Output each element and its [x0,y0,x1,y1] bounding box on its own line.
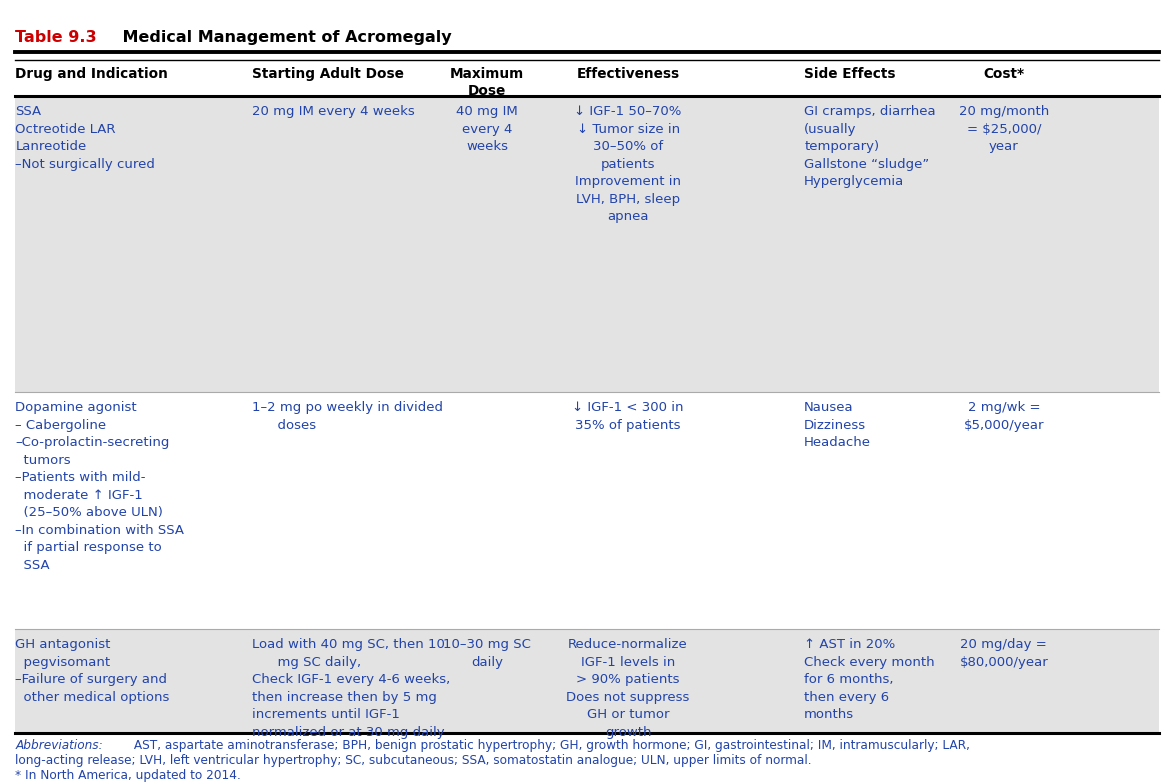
Text: Table 9.3: Table 9.3 [15,30,97,45]
Text: 10–30 mg SC
daily: 10–30 mg SC daily [444,638,531,669]
Bar [15,629,1159,733]
Text: 20 mg IM every 4 weeks: 20 mg IM every 4 weeks [252,105,416,118]
Text: GI cramps, diarrhea
(usually
temporary)
Gallstone “sludge”
Hyperglycemia: GI cramps, diarrhea (usually temporary) … [804,105,936,188]
Text: Medical Management of Acromegaly: Medical Management of Acromegaly [100,30,452,45]
Text: Reduce-normalize
IGF-1 levels in
> 90% patients
Does not suppress
GH or tumor
gr: Reduce-normalize IGF-1 levels in > 90% p… [566,638,690,739]
Bar [15,96,1159,392]
Text: Load with 40 mg SC, then 10
      mg SC daily,
Check IGF-1 every 4-6 weeks,
then: Load with 40 mg SC, then 10 mg SC daily,… [252,638,451,739]
Text: long-acting release; LVH, left ventricular hypertrophy; SC, subcutaneous; SSA, s: long-acting release; LVH, left ventricul… [15,754,811,768]
Text: 20 mg/month
= $25,000/
year: 20 mg/month = $25,000/ year [959,105,1048,153]
Text: GH antagonist
  pegvisomant
–Failure of surgery and
  other medical options: GH antagonist pegvisomant –Failure of su… [15,638,169,704]
Text: Drug and Indication: Drug and Indication [15,67,168,81]
Text: ↓ IGF-1 50–70%
↓ Tumor size in
30–50% of
patients
Improvement in
LVH, BPH, sleep: ↓ IGF-1 50–70% ↓ Tumor size in 30–50% of… [574,105,682,223]
Bar [15,392,1159,629]
Text: Nausea
Dizziness
Headache: Nausea Dizziness Headache [804,401,871,449]
Text: ↓ IGF-1 < 300 in
35% of patients: ↓ IGF-1 < 300 in 35% of patients [573,401,683,432]
Text: ↑ AST in 20%
Check every month
for 6 months,
then every 6
months: ↑ AST in 20% Check every month for 6 mon… [804,638,935,721]
Text: 20 mg/day =
$80,000/year: 20 mg/day = $80,000/year [959,638,1048,669]
Text: 40 mg IM
every 4
weeks: 40 mg IM every 4 weeks [457,105,518,153]
Text: Effectiveness: Effectiveness [576,67,680,81]
Text: SSA
Octreotide LAR
Lanreotide
–Not surgically cured: SSA Octreotide LAR Lanreotide –Not surgi… [15,105,155,171]
Text: Cost*: Cost* [983,67,1025,81]
Text: Abbreviations:: Abbreviations: [15,739,103,753]
Text: Starting Adult Dose: Starting Adult Dose [252,67,404,81]
Text: Maximum
Dose: Maximum Dose [450,67,525,98]
Text: Side Effects: Side Effects [804,67,896,81]
Text: 2 mg/wk =
$5,000/year: 2 mg/wk = $5,000/year [964,401,1044,432]
Text: * In North America, updated to 2014.: * In North America, updated to 2014. [15,769,241,782]
Text: AST, aspartate aminotransferase; BPH, benign prostatic hypertrophy; GH, growth h: AST, aspartate aminotransferase; BPH, be… [130,739,970,753]
Text: Dopamine agonist
– Cabergoline
–Co-prolactin-secreting
  tumors
–Patients with m: Dopamine agonist – Cabergoline –Co-prola… [15,401,184,572]
Text: 1–2 mg po weekly in divided
      doses: 1–2 mg po weekly in divided doses [252,401,444,432]
